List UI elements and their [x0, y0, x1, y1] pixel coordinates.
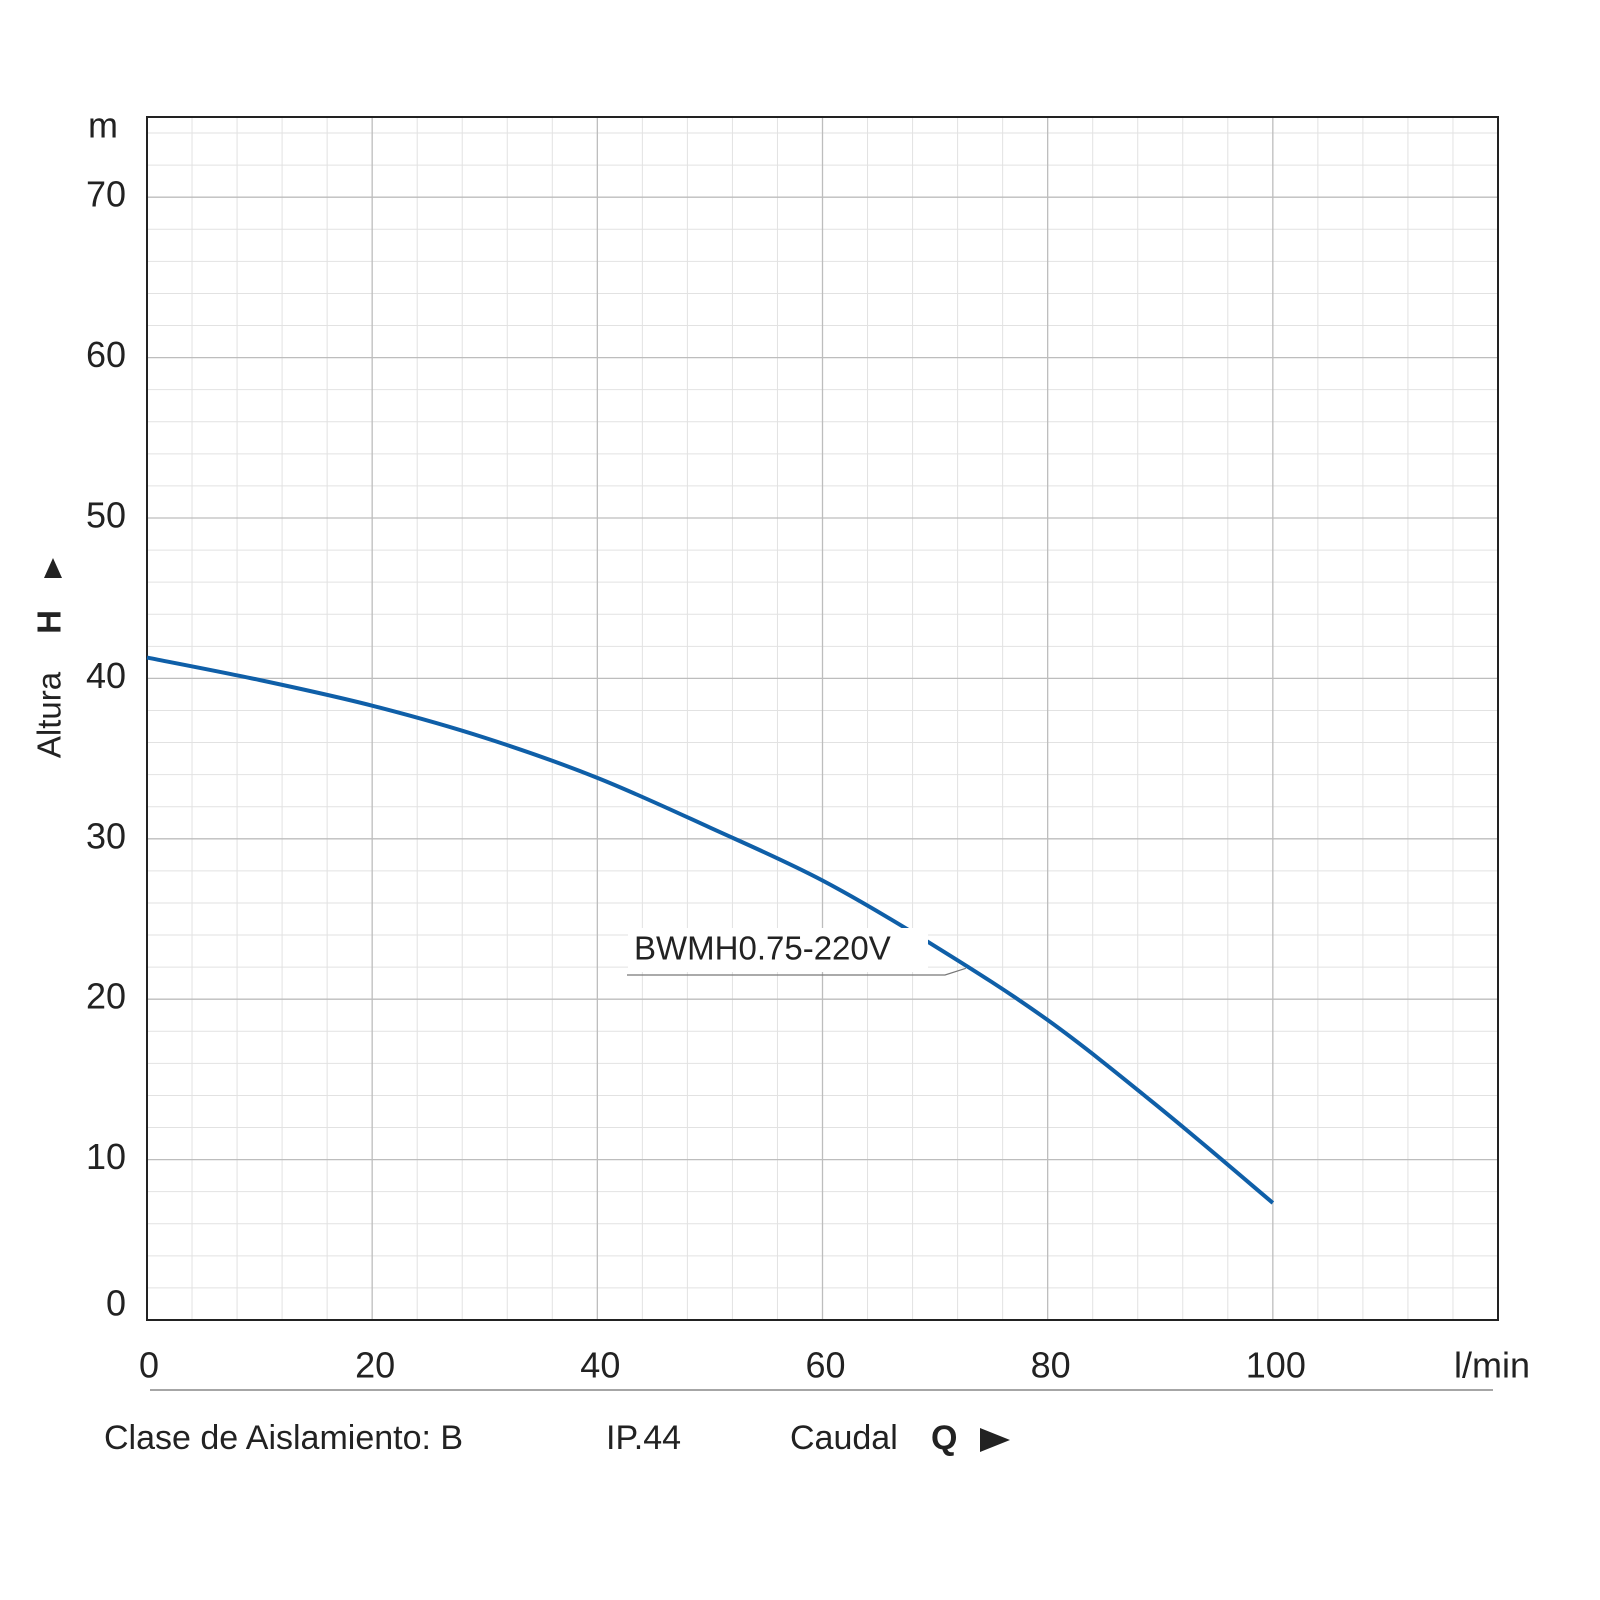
footer-text: Clase de Aislamiento: B	[104, 1419, 463, 1457]
y-tick-label: 60	[86, 334, 126, 375]
x-tick-label: 100	[1246, 1345, 1306, 1386]
y-unit: m	[88, 105, 118, 146]
curve	[146, 655, 1275, 1205]
x-tick-label: 20	[355, 1345, 395, 1386]
y-tick-label: 50	[86, 495, 126, 536]
x-unit: l/min	[1454, 1345, 1530, 1386]
y-tick-label: 70	[86, 174, 126, 215]
x-label: Caudal	[790, 1419, 898, 1457]
leader-line	[627, 967, 967, 976]
y-tick-label: 20	[86, 976, 126, 1017]
series-label: BWMH0.75-220V	[634, 930, 891, 967]
y-tick-label: 10	[86, 1136, 126, 1177]
y-label: Altura	[31, 671, 68, 758]
x-tick-label: 40	[580, 1345, 620, 1386]
plot-frame	[146, 116, 1499, 1321]
x-arrow	[980, 1428, 1010, 1452]
y-tick-label: 0	[106, 1283, 126, 1324]
label-bg	[628, 928, 928, 972]
x-symbol: Q	[931, 1419, 957, 1457]
y-tick-label: 30	[86, 815, 126, 856]
footer-text: IP.44	[606, 1419, 681, 1457]
x-tick-label: 60	[805, 1345, 845, 1386]
y-symbol: H	[31, 610, 68, 634]
x-tick-label: 0	[139, 1345, 159, 1386]
y-arrow	[44, 558, 62, 578]
x-tick-label: 80	[1031, 1345, 1071, 1386]
y-tick-label: 40	[86, 655, 126, 696]
